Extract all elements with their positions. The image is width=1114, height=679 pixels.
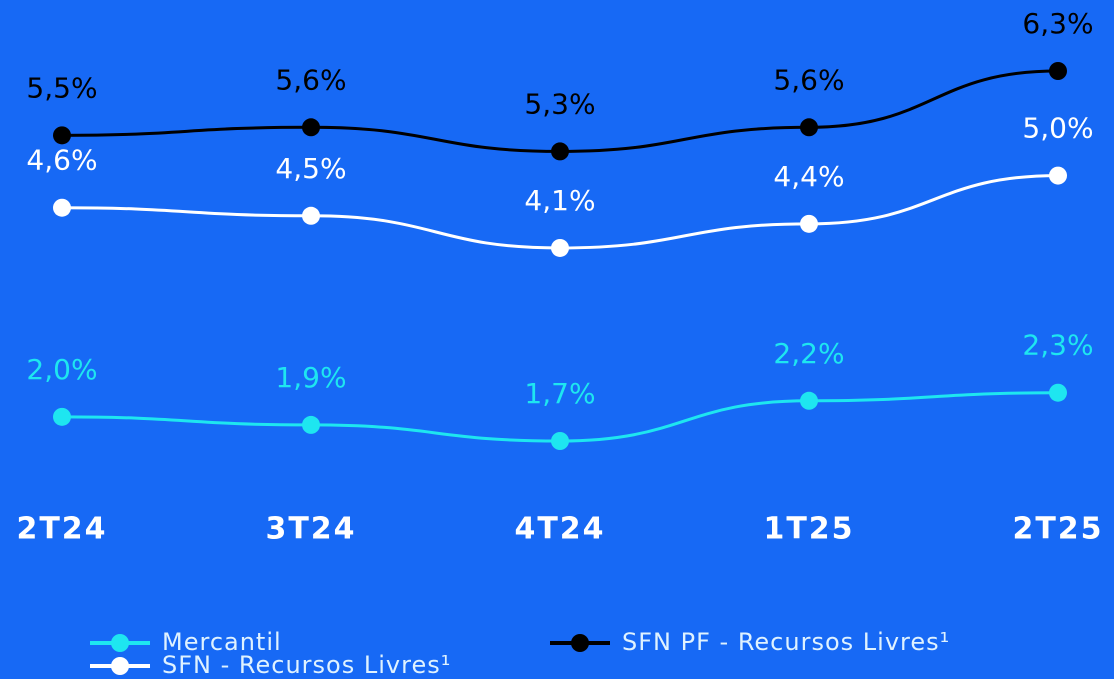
data-label: 6,3%: [1022, 7, 1093, 40]
data-point: [551, 238, 569, 257]
legend-label: Mercantil: [162, 628, 282, 656]
x-tick-label: 4T24: [514, 512, 605, 547]
data-label: 2,3%: [1022, 329, 1093, 362]
data-point: [551, 142, 569, 161]
legend-label: SFN - Recursos Livres¹: [162, 651, 451, 679]
data-point: [53, 407, 71, 426]
data-point: [302, 206, 320, 225]
data-label: 4,5%: [275, 152, 346, 185]
data-label: 5,3%: [524, 87, 595, 120]
data-point: [800, 118, 818, 137]
legend-marker: [571, 634, 589, 652]
data-point: [551, 432, 569, 450]
x-tick-label: 2T25: [1012, 512, 1103, 547]
data-point: [1049, 62, 1067, 80]
data-point: [800, 214, 818, 233]
legend-marker: [111, 657, 129, 675]
x-tick-label: 2T24: [16, 512, 107, 547]
data-point: [302, 118, 320, 137]
data-label: 4,4%: [773, 160, 844, 193]
data-label: 1,9%: [275, 361, 346, 394]
data-point: [1049, 166, 1067, 185]
legend-label: SFN PF - Recursos Livres¹: [622, 628, 950, 656]
data-label: 1,7%: [524, 377, 595, 410]
data-point: [1049, 383, 1067, 402]
data-point: [53, 198, 71, 217]
legend-marker: [111, 634, 129, 652]
data-point: [53, 126, 71, 145]
data-label: 5,6%: [275, 63, 346, 96]
data-point: [302, 415, 320, 434]
data-label: 4,1%: [524, 184, 595, 217]
data-point: [800, 391, 818, 410]
data-label: 2,0%: [26, 353, 97, 386]
data-label: 5,0%: [1022, 112, 1093, 145]
x-tick-label: 1T25: [763, 512, 854, 547]
data-label: 4,6%: [26, 144, 97, 177]
data-label: 5,5%: [26, 71, 97, 104]
x-tick-label: 3T24: [265, 512, 356, 547]
data-label: 2,2%: [773, 337, 844, 370]
data-label: 5,6%: [773, 63, 844, 96]
